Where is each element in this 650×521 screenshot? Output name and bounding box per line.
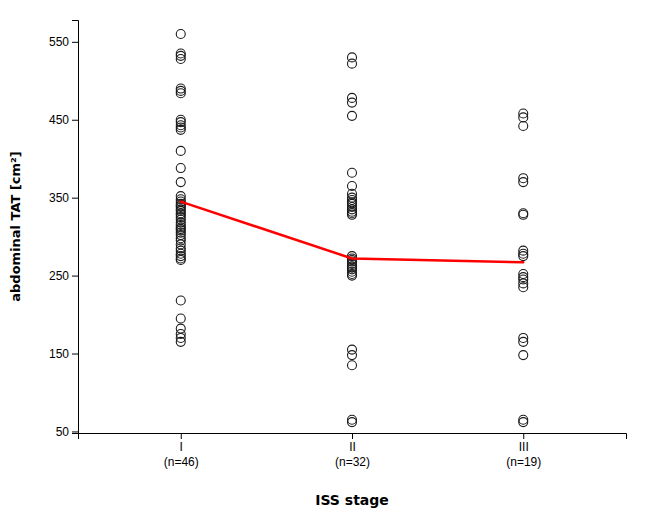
x-tick-label-line: III <box>519 440 529 454</box>
y-axis-line <box>72 21 79 434</box>
y-tick-mark <box>72 42 78 43</box>
point <box>176 337 185 346</box>
point <box>176 123 185 132</box>
x-tick-label-line: (n=32) <box>335 455 370 469</box>
point <box>176 89 185 98</box>
y-tick: 250 <box>49 269 78 283</box>
marks <box>176 30 528 427</box>
y-tick-mark <box>72 354 78 355</box>
point <box>519 178 528 187</box>
point <box>348 351 357 360</box>
x-tick-label-line: I <box>180 440 183 454</box>
y-tick: 50 <box>56 425 78 439</box>
point <box>519 249 528 258</box>
point <box>348 271 357 280</box>
point <box>348 210 357 219</box>
points <box>176 30 528 427</box>
y-tick-mark <box>72 198 78 199</box>
point <box>176 86 185 95</box>
chart-svg: 50150250350450550I(n=46)II(n=32)III(n=19… <box>0 0 650 521</box>
x-tick-mark <box>181 433 182 439</box>
x-tick-label: I(n=46) <box>164 440 199 470</box>
x-tick-label: II(n=32) <box>335 440 370 470</box>
point <box>176 125 185 134</box>
y-tick-mark <box>72 120 78 121</box>
x-tick-mark <box>352 433 353 439</box>
point <box>348 168 357 177</box>
point <box>519 121 528 130</box>
x-tick: II(n=32) <box>335 433 370 469</box>
x-tick-label-line: II <box>349 440 356 454</box>
point <box>176 30 185 39</box>
point <box>176 164 185 173</box>
y-tick-mark <box>72 431 78 432</box>
y-tick-label: 550 <box>49 35 69 49</box>
point <box>176 49 185 58</box>
y-tick: 450 <box>49 113 78 127</box>
point <box>176 324 185 333</box>
point <box>348 361 357 370</box>
point <box>348 111 357 120</box>
point <box>176 178 185 187</box>
point <box>519 418 528 427</box>
y-tick-label: 450 <box>49 113 69 127</box>
x-tick-label-line: (n=19) <box>506 455 541 469</box>
chart-container: 50150250350450550I(n=46)II(n=32)III(n=19… <box>0 0 650 521</box>
x-axis-line <box>79 434 627 440</box>
x-tick-mark <box>523 433 524 439</box>
point <box>519 415 528 424</box>
x-tick: III(n=19) <box>506 433 541 469</box>
point <box>176 256 185 265</box>
point <box>176 314 185 323</box>
point <box>348 345 357 354</box>
x-axis: I(n=46)II(n=32)III(n=19) <box>79 433 627 469</box>
y-tick-label: 350 <box>49 191 69 205</box>
y-axis-title: abdominal TAT [cm²] <box>8 151 23 301</box>
point <box>519 283 528 292</box>
point <box>176 54 185 63</box>
y-tick: 150 <box>49 347 78 361</box>
point <box>519 252 528 261</box>
point <box>519 210 528 219</box>
mean-line <box>181 202 524 263</box>
point <box>348 415 357 424</box>
y-tick: 350 <box>49 191 78 205</box>
point <box>519 337 528 346</box>
y-tick-label: 250 <box>49 269 69 283</box>
y-tick-label: 150 <box>49 347 69 361</box>
y-tick-label: 50 <box>56 425 70 439</box>
point <box>176 296 185 305</box>
point <box>519 351 528 360</box>
y-axis: 50 150 250 350 450 550 <box>49 21 79 439</box>
y-tick: 550 <box>49 35 78 49</box>
y-tick-mark <box>72 276 78 277</box>
point <box>348 98 357 107</box>
x-tick: I(n=46) <box>164 433 199 469</box>
x-axis-title: ISS stage <box>315 492 389 508</box>
x-tick-label: III(n=19) <box>506 440 541 470</box>
x-tick-label-line: (n=46) <box>164 455 199 469</box>
point <box>519 113 528 122</box>
point <box>348 59 357 68</box>
point <box>348 418 357 427</box>
point <box>176 146 185 155</box>
plot: 50150250350450550I(n=46)II(n=32)III(n=19… <box>49 21 627 470</box>
